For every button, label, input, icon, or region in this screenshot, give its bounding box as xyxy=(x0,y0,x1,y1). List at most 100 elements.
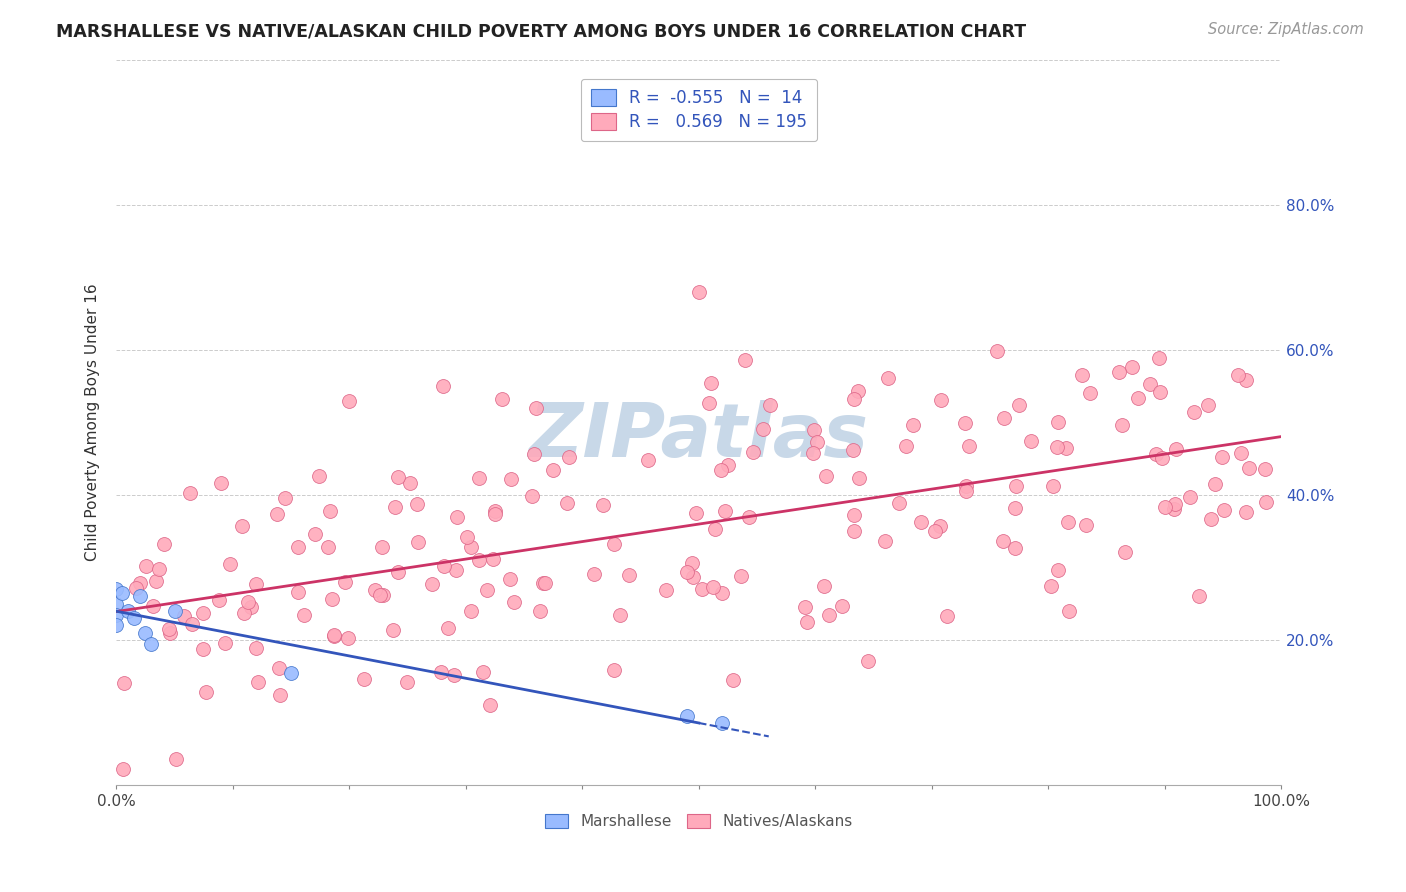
Point xyxy=(484,503,506,517)
Point xyxy=(953,416,976,430)
Point xyxy=(592,499,614,513)
Point xyxy=(523,447,546,461)
Point xyxy=(1128,392,1150,406)
Point xyxy=(194,685,217,699)
Point xyxy=(368,588,391,602)
Point xyxy=(233,606,256,620)
Point xyxy=(529,604,551,618)
Point xyxy=(617,568,640,582)
Point xyxy=(231,519,253,533)
Point xyxy=(894,439,917,453)
Point xyxy=(148,562,170,576)
Point xyxy=(406,534,429,549)
Point xyxy=(384,500,406,514)
Point xyxy=(191,642,214,657)
Point xyxy=(501,472,523,486)
Point xyxy=(333,574,356,589)
Point xyxy=(955,479,977,493)
Point xyxy=(844,524,866,538)
Point xyxy=(603,537,626,551)
Point xyxy=(267,660,290,674)
Point xyxy=(269,688,291,702)
Point xyxy=(711,716,734,731)
Point xyxy=(734,353,756,368)
Point xyxy=(173,608,195,623)
Point xyxy=(240,600,263,615)
Point xyxy=(145,574,167,589)
Point xyxy=(387,565,409,579)
Point xyxy=(287,540,309,554)
Point xyxy=(991,534,1014,549)
Point xyxy=(219,557,242,571)
Point xyxy=(337,394,360,409)
Point xyxy=(842,508,865,522)
Point xyxy=(1204,476,1226,491)
Point xyxy=(479,698,502,712)
Point xyxy=(993,410,1015,425)
Point xyxy=(382,623,405,637)
Point xyxy=(321,591,343,606)
Point xyxy=(803,423,825,437)
Point xyxy=(444,563,467,577)
Point xyxy=(844,392,866,407)
Y-axis label: Child Poverty Among Boys Under 16: Child Poverty Among Boys Under 16 xyxy=(86,284,100,561)
Point xyxy=(117,604,139,618)
Point xyxy=(1144,447,1167,461)
Point xyxy=(637,452,659,467)
Point xyxy=(124,581,146,595)
Point xyxy=(105,582,128,597)
Point xyxy=(1108,365,1130,379)
Point xyxy=(467,471,489,485)
Point xyxy=(1234,373,1257,387)
Point xyxy=(484,507,506,521)
Point xyxy=(676,709,699,723)
Point xyxy=(1078,386,1101,401)
Point xyxy=(111,586,134,600)
Point xyxy=(471,665,494,680)
Point xyxy=(142,599,165,614)
Point xyxy=(1139,376,1161,391)
Point xyxy=(446,509,468,524)
Point xyxy=(682,569,704,583)
Point xyxy=(437,621,460,635)
Point xyxy=(806,434,828,449)
Point xyxy=(280,665,302,680)
Point xyxy=(1182,404,1205,418)
Point xyxy=(877,370,900,384)
Point xyxy=(502,595,524,609)
Point xyxy=(1180,490,1202,504)
Point xyxy=(163,604,186,618)
Point xyxy=(1005,479,1028,493)
Point xyxy=(1076,518,1098,533)
Point xyxy=(475,583,498,598)
Point xyxy=(531,576,554,591)
Point xyxy=(723,673,745,688)
Point xyxy=(322,629,344,643)
Point xyxy=(245,640,267,655)
Point xyxy=(208,593,231,607)
Point xyxy=(1070,368,1092,383)
Point xyxy=(319,504,342,518)
Point xyxy=(1046,563,1069,577)
Point xyxy=(395,675,418,690)
Point xyxy=(498,572,520,586)
Point xyxy=(710,463,733,477)
Point xyxy=(247,675,270,690)
Point xyxy=(135,559,157,574)
Point xyxy=(214,636,236,650)
Point xyxy=(711,586,734,600)
Point xyxy=(105,618,128,632)
Point xyxy=(609,608,631,623)
Point xyxy=(433,559,456,574)
Point xyxy=(1057,515,1080,529)
Point xyxy=(134,625,156,640)
Point xyxy=(737,510,759,524)
Point xyxy=(274,491,297,505)
Point xyxy=(801,446,824,460)
Point xyxy=(287,585,309,599)
Point xyxy=(1163,501,1185,516)
Point xyxy=(336,632,359,646)
Point xyxy=(685,506,707,520)
Point xyxy=(1256,494,1278,508)
Point xyxy=(456,530,478,544)
